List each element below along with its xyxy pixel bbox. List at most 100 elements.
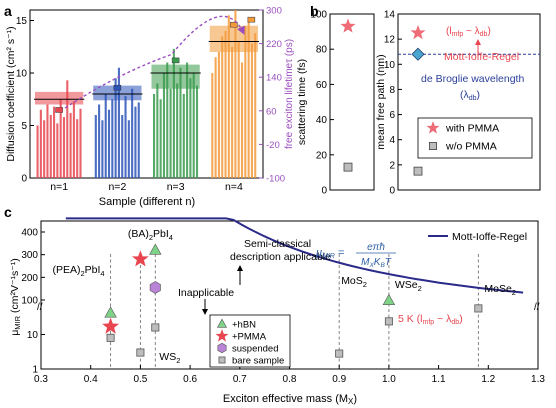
bar bbox=[101, 120, 104, 178]
bar bbox=[72, 101, 75, 178]
bar bbox=[254, 33, 257, 178]
y2-tick-label: -100 bbox=[266, 174, 285, 185]
box bbox=[151, 64, 200, 89]
bar bbox=[237, 41, 240, 178]
point-hexagon bbox=[149, 281, 161, 294]
bar bbox=[46, 104, 49, 178]
x-tick-label: 0.4 bbox=[84, 374, 98, 385]
bar bbox=[221, 36, 224, 178]
bar bbox=[39, 109, 42, 178]
bar bbox=[217, 52, 220, 178]
x-tick-label: 0.3 bbox=[34, 374, 48, 385]
x-tick-label: 0.5 bbox=[133, 374, 147, 385]
bar bbox=[247, 20, 250, 178]
point-triangle bbox=[104, 306, 117, 318]
bar bbox=[111, 99, 114, 178]
bar bbox=[227, 15, 230, 178]
panel-b-db-symbol: (λdb) bbox=[460, 89, 480, 102]
x-tick-label: 1.0 bbox=[382, 374, 396, 385]
point-square bbox=[335, 349, 344, 358]
bar bbox=[104, 94, 107, 178]
bar bbox=[69, 112, 72, 178]
y-tick-label: 10 bbox=[16, 69, 28, 80]
bar bbox=[53, 106, 56, 178]
point-square bbox=[136, 348, 145, 357]
y-tick-label: 0 bbox=[21, 174, 27, 185]
panel-a-lifetime-series bbox=[55, 15, 256, 113]
y-tick-label: 200 bbox=[21, 273, 38, 284]
panel-b-right-ylabel: mean free path (nm) bbox=[375, 54, 387, 149]
material-label: WSe2 bbox=[395, 279, 422, 293]
bar bbox=[214, 57, 217, 178]
y-tick-label: 100 bbox=[310, 10, 327, 21]
point-triangle bbox=[382, 293, 396, 305]
bar bbox=[43, 120, 46, 178]
point-with-pmma bbox=[410, 25, 426, 40]
x-tick-label: 0.9 bbox=[332, 374, 346, 385]
bar bbox=[127, 120, 130, 178]
y-tick-label: 0 bbox=[321, 186, 327, 197]
group-label: n=4 bbox=[225, 181, 243, 193]
y-tick-label: 2 bbox=[389, 160, 395, 171]
bar bbox=[121, 115, 124, 178]
lifetime-marker bbox=[247, 16, 256, 23]
x-tick-label: 0.7 bbox=[233, 374, 247, 385]
group-label: n=1 bbox=[50, 181, 68, 193]
bar bbox=[195, 85, 199, 178]
panel-c-y-axis: 1 10 100 200 300 400 // // bbox=[21, 228, 539, 376]
panel-a-y2-axis: -100 -20 60 140 220 300 bbox=[259, 6, 285, 185]
material-label: WS2 bbox=[159, 351, 180, 365]
y-tick-label: 1 bbox=[32, 365, 38, 376]
legend-marker bbox=[218, 356, 226, 364]
point-square bbox=[474, 304, 483, 313]
y-tick-label: 10 bbox=[384, 60, 396, 71]
y-tick-label: 0 bbox=[389, 186, 395, 197]
legend-label: +PMMA bbox=[232, 332, 267, 343]
bar bbox=[153, 94, 156, 178]
x-tick-label: 0.8 bbox=[283, 374, 297, 385]
legend-marker bbox=[428, 141, 437, 150]
panel-c-formula-lhs: μMIR = bbox=[315, 247, 345, 260]
point-triangle bbox=[149, 243, 162, 255]
legend-label: +hBN bbox=[232, 320, 256, 331]
y-tick-label: 300 bbox=[21, 250, 38, 261]
bar bbox=[66, 80, 69, 178]
y-tick-label: 100 bbox=[21, 296, 38, 307]
panel-c-inapplicable: Inapplicable bbox=[178, 287, 234, 299]
group-label: n=2 bbox=[108, 181, 126, 193]
y-tick-label: 60 bbox=[316, 80, 328, 91]
y-tick-label: 8 bbox=[389, 85, 395, 96]
bar bbox=[137, 102, 140, 178]
legend-marker bbox=[426, 121, 440, 134]
lifetime-marker bbox=[171, 57, 180, 64]
panel-a-bars bbox=[36, 10, 257, 178]
panel-b-legend bbox=[417, 117, 533, 159]
point-without-pmma bbox=[343, 162, 353, 172]
bar bbox=[240, 62, 244, 178]
panel-b-left-plot: 0 20 40 60 80 100 bbox=[310, 10, 356, 197]
bar bbox=[114, 78, 117, 178]
panel-c-lowT: 5 K (lmfp ~ λdb) bbox=[398, 313, 463, 326]
panel-c: c 0.3 0.4 0.5 0.6 0.7 0.8 0.9 1.0 1.1 1.2 1.3 1101… bbox=[4, 204, 545, 406]
bar bbox=[166, 62, 169, 178]
lifetime-marker bbox=[113, 84, 122, 91]
panel-a-ylabel: Diffusion coefficient (cm² s⁻¹) bbox=[5, 26, 17, 161]
panel-a-frame bbox=[29, 9, 264, 179]
bar bbox=[94, 115, 97, 178]
y2-tick-label: 140 bbox=[266, 73, 282, 84]
y-tick-label: 10 bbox=[27, 330, 39, 341]
panel-c-curve-legend-label: Mott-Ioffe-Regel bbox=[452, 231, 527, 243]
panel-c-formula-den: MXKBT bbox=[361, 257, 392, 269]
panel-a-y2label: free exciton lifetimeτ (ps) bbox=[284, 39, 295, 149]
box bbox=[35, 91, 84, 105]
bar bbox=[172, 48, 175, 178]
bar bbox=[179, 67, 182, 178]
y-tick-label: 4 bbox=[389, 135, 395, 146]
y2-tick-label: 220 bbox=[266, 39, 282, 50]
legend-label: suspended bbox=[232, 344, 278, 355]
axis-break: // bbox=[37, 302, 43, 313]
bar bbox=[182, 94, 185, 178]
y-tick-label: 400 bbox=[21, 228, 38, 239]
bar bbox=[79, 108, 82, 178]
